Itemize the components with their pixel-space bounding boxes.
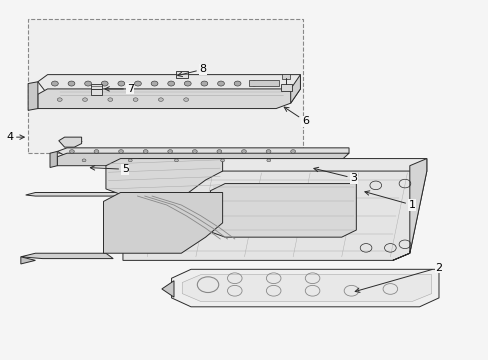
Polygon shape [59,137,81,147]
Text: 6: 6 [284,107,308,126]
Polygon shape [21,257,35,264]
Polygon shape [171,269,438,307]
Circle shape [133,98,138,102]
Circle shape [68,81,75,86]
Circle shape [158,98,163,102]
Circle shape [167,150,172,153]
Circle shape [82,98,87,102]
Polygon shape [103,193,222,253]
Polygon shape [290,75,300,103]
Bar [282,74,289,78]
Circle shape [57,98,62,102]
Polygon shape [57,148,348,157]
Bar [91,89,102,95]
Circle shape [84,81,91,86]
Circle shape [241,150,246,153]
Polygon shape [392,158,426,260]
Text: 7: 7 [105,84,134,94]
Circle shape [201,81,207,86]
Circle shape [82,159,86,162]
Circle shape [167,81,174,86]
Polygon shape [38,89,300,109]
Polygon shape [57,153,348,166]
Circle shape [108,98,113,102]
Circle shape [69,150,74,153]
Polygon shape [106,158,222,194]
Polygon shape [210,184,356,237]
Circle shape [101,81,108,86]
Circle shape [134,81,141,86]
Polygon shape [122,171,426,260]
Circle shape [265,150,270,153]
Polygon shape [26,193,120,196]
Text: 5: 5 [90,164,129,174]
Circle shape [183,98,188,102]
Polygon shape [28,82,38,111]
Bar [28,19,302,153]
Circle shape [234,81,241,86]
Bar [176,71,188,78]
Circle shape [94,150,99,153]
Circle shape [266,159,270,162]
Circle shape [184,81,191,86]
Circle shape [290,150,295,153]
Circle shape [250,81,257,86]
Circle shape [217,150,222,153]
Circle shape [119,150,123,153]
Polygon shape [162,281,174,297]
Bar [249,80,278,86]
Circle shape [192,150,197,153]
Text: 2: 2 [354,262,442,292]
Circle shape [128,159,132,162]
Circle shape [51,81,58,86]
Bar [91,84,102,89]
Polygon shape [122,158,426,178]
Bar [281,84,291,91]
Circle shape [143,150,148,153]
Text: 4: 4 [6,132,24,142]
Text: 3: 3 [313,167,357,183]
Circle shape [217,81,224,86]
Text: 1: 1 [364,191,415,210]
Circle shape [220,159,224,162]
Circle shape [174,159,178,162]
Circle shape [118,81,124,86]
Polygon shape [50,152,57,167]
Text: 8: 8 [178,64,206,77]
Polygon shape [38,75,300,94]
Polygon shape [182,275,431,301]
Polygon shape [21,253,113,258]
Circle shape [151,81,158,86]
